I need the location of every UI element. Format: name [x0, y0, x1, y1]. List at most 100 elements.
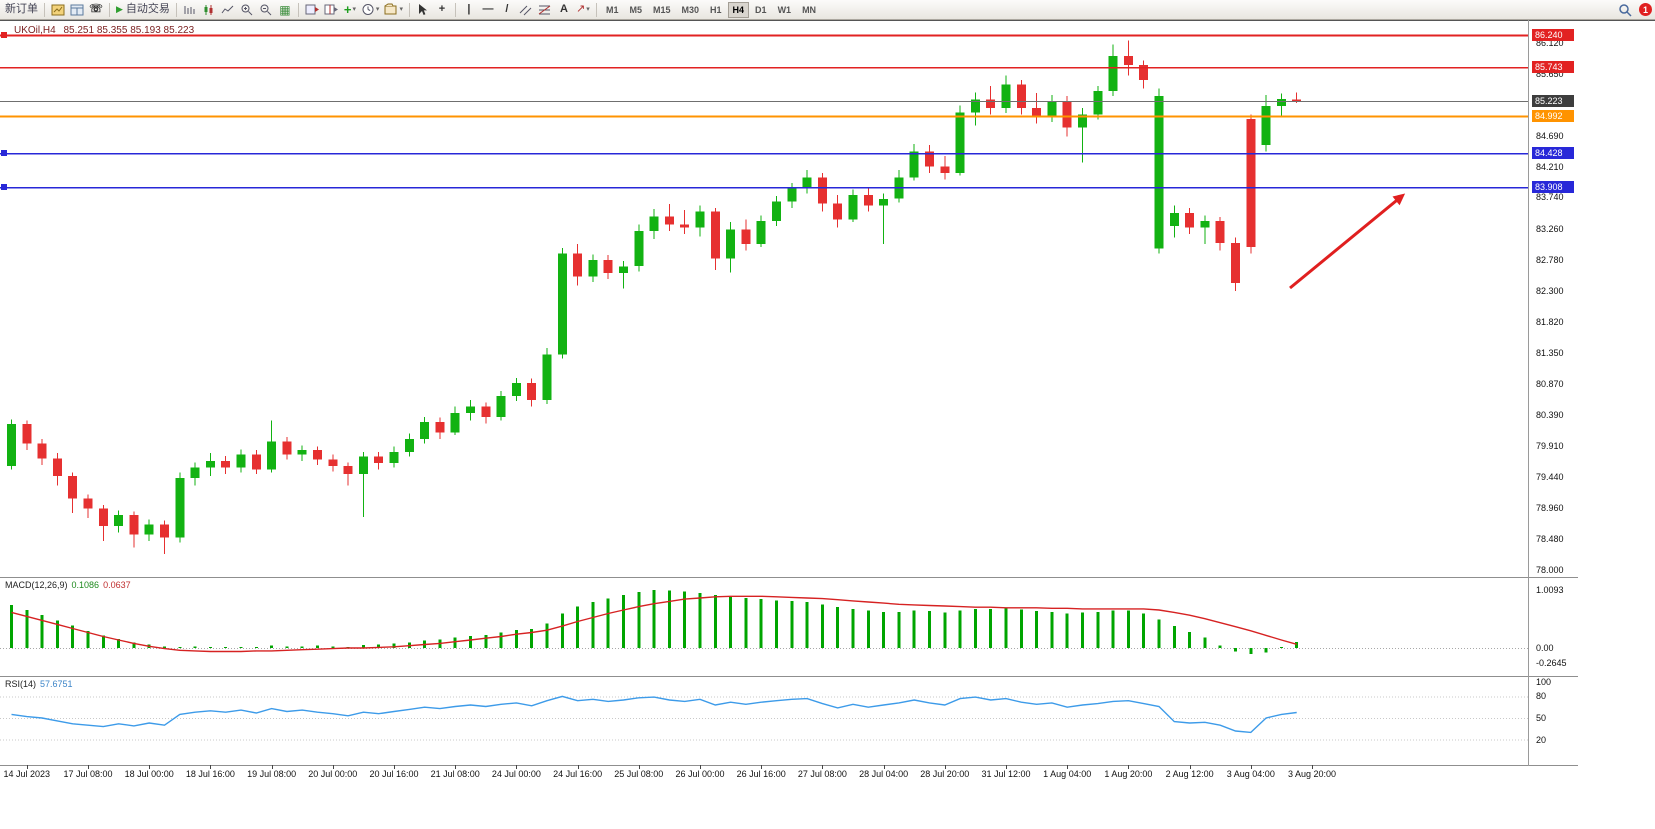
panel-separator[interactable] [0, 577, 1578, 578]
zoom-out-icon[interactable] [257, 1, 275, 19]
price-badge: 85.223 [1532, 95, 1574, 107]
macd-name: MACD(12,26,9) [5, 580, 68, 590]
bar-chart-icon[interactable] [181, 1, 199, 19]
arrows-tool-button[interactable]: ↗ ▾ [574, 1, 592, 19]
time-axis[interactable]: 14 Jul 2023 17 Jul 08:00 18 Jul 00:00 18 Ju… [0, 765, 1528, 789]
trend-arrow[interactable] [1289, 194, 1403, 290]
time-label: 2 Aug 12:00 [1165, 769, 1214, 779]
timeframe-switcher: M1 M5 M15 M30 H1 H4 D1 W1 MN [601, 1, 821, 18]
price-tick: 83.260 [1536, 224, 1564, 234]
timeframe-m1[interactable]: M1 [605, 4, 619, 15]
chart-title: UKOil,H4 85.251 85.355 85.193 85.223 [14, 25, 194, 36]
time-label: 18 Jul 16:00 [185, 769, 235, 779]
time-label: 1 Aug 20:00 [1104, 769, 1153, 779]
timeframe-w1[interactable]: W1 [777, 4, 792, 15]
timeframe-d1[interactable]: D1 [755, 4, 767, 15]
time-label: 24 Jul 16:00 [553, 769, 603, 779]
timeframe-h4[interactable]: H4 [727, 1, 750, 18]
auto-scroll-icon[interactable] [303, 1, 321, 19]
autotrading-button[interactable]: ▶ 自动交易 [114, 1, 172, 19]
rsi-axis-value: 20 [1536, 735, 1547, 745]
chevron-down-icon: ▾ [352, 6, 356, 13]
toolbar-separator [595, 2, 597, 17]
template-icon [384, 3, 397, 15]
time-tick [577, 765, 579, 769]
add-indicator-button[interactable]: + ▾ [341, 1, 359, 19]
line-chart-icon[interactable] [219, 1, 237, 19]
time-label: 18 Jul 00:00 [124, 769, 174, 779]
channel-tool-icon[interactable] [517, 1, 535, 19]
terminal-icon[interactable]: ☏ [89, 3, 103, 15]
panel-separator[interactable] [0, 676, 1578, 677]
price-tick: 80.390 [1536, 410, 1564, 420]
trendline-tool-icon[interactable]: / [505, 3, 509, 15]
price-tick: 86.120 [1536, 38, 1564, 48]
time-tick [700, 765, 701, 769]
macd-panel[interactable] [0, 578, 1528, 676]
time-tick [394, 765, 395, 769]
notification-badge[interactable]: 1 [1639, 3, 1652, 16]
search-icon[interactable] [1616, 1, 1634, 19]
time-tick [1312, 765, 1313, 769]
toolbar-separator [175, 2, 177, 17]
timeframe-m15[interactable]: M15 [652, 4, 671, 15]
zoom-in-icon[interactable] [238, 1, 256, 19]
price-tick: 80.870 [1536, 379, 1564, 389]
price-badge: 83.908 [1532, 181, 1574, 193]
timeframe-m30[interactable]: M30 [681, 4, 700, 15]
time-label: 20 Jul 16:00 [369, 769, 419, 779]
horizontal-line-tool-icon[interactable]: — [482, 3, 494, 15]
time-tick [149, 765, 151, 769]
macd-axis-value: 1.0093 [1536, 585, 1564, 595]
line-handle[interactable] [1, 184, 7, 190]
price-tick: 79.440 [1536, 472, 1564, 482]
add-indicator-plus-icon: + [343, 2, 352, 17]
market-watch-icon[interactable] [49, 1, 67, 19]
price-tick: 84.690 [1536, 131, 1564, 141]
time-tick [638, 765, 640, 769]
timeframe-m5[interactable]: M5 [629, 4, 642, 15]
price-tick: 85.650 [1536, 69, 1564, 79]
time-tick [516, 765, 518, 769]
toolbar-separator [408, 2, 410, 17]
candlestick-chart-icon[interactable] [200, 1, 218, 19]
price-badge: 86.240 [1532, 29, 1574, 41]
time-label: 28 Jul 20:00 [920, 769, 970, 779]
toolbar: 新订单 ☏ ▶ 自动交易 ▦ [0, 0, 1655, 20]
price-badge: 85.743 [1532, 61, 1574, 73]
time-label: 25 Jul 08:00 [614, 769, 664, 779]
macd-indicator-label: MACD(12,26,9) 0.1086 0.0637 [5, 580, 131, 590]
fibonacci-tool-icon[interactable] [536, 1, 554, 19]
templates-button[interactable]: ▾ [382, 1, 405, 19]
line-handle[interactable] [1, 150, 7, 156]
line-handle[interactable] [1, 32, 7, 38]
rsi-name: RSI(14) [5, 679, 37, 689]
rsi-panel[interactable] [0, 677, 1528, 765]
text-tool-icon[interactable]: A [559, 3, 568, 15]
time-label: 31 Jul 12:00 [981, 769, 1031, 779]
time-tick [210, 765, 212, 769]
data-window-icon[interactable] [68, 1, 86, 19]
time-label: 24 Jul 00:00 [491, 769, 541, 779]
arrow-tool-icon: ↗ [576, 3, 586, 15]
new-order-button[interactable]: 新订单 [5, 3, 38, 15]
vertical-line-tool-icon[interactable]: | [467, 3, 471, 15]
tile-windows-icon[interactable]: ▦ [279, 2, 291, 17]
time-label: 3 Aug 20:00 [1287, 769, 1337, 779]
toolbar-separator [297, 2, 299, 17]
candlestick-chart[interactable] [0, 20, 1528, 577]
crosshair-tool-icon[interactable]: + [438, 3, 446, 15]
price-tick: 78.480 [1536, 534, 1564, 544]
chevron-down-icon: ▾ [399, 6, 403, 13]
timeframe-h1[interactable]: H1 [710, 4, 722, 15]
price-tick: 78.000 [1536, 565, 1564, 575]
price-axis[interactable]: 86.120 85.650 84.690 84.210 83.740 83.260 82.7… [1530, 0, 1652, 829]
time-tick [1189, 765, 1191, 769]
periods-button[interactable]: ▾ [360, 1, 382, 19]
timeframe-mn[interactable]: MN [802, 4, 817, 15]
price-tick: 81.350 [1536, 348, 1564, 358]
cursor-tool-icon[interactable] [414, 1, 432, 19]
time-tick [761, 765, 763, 769]
autotrading-label: 自动交易 [125, 3, 170, 15]
chart-shift-icon[interactable] [322, 1, 340, 19]
